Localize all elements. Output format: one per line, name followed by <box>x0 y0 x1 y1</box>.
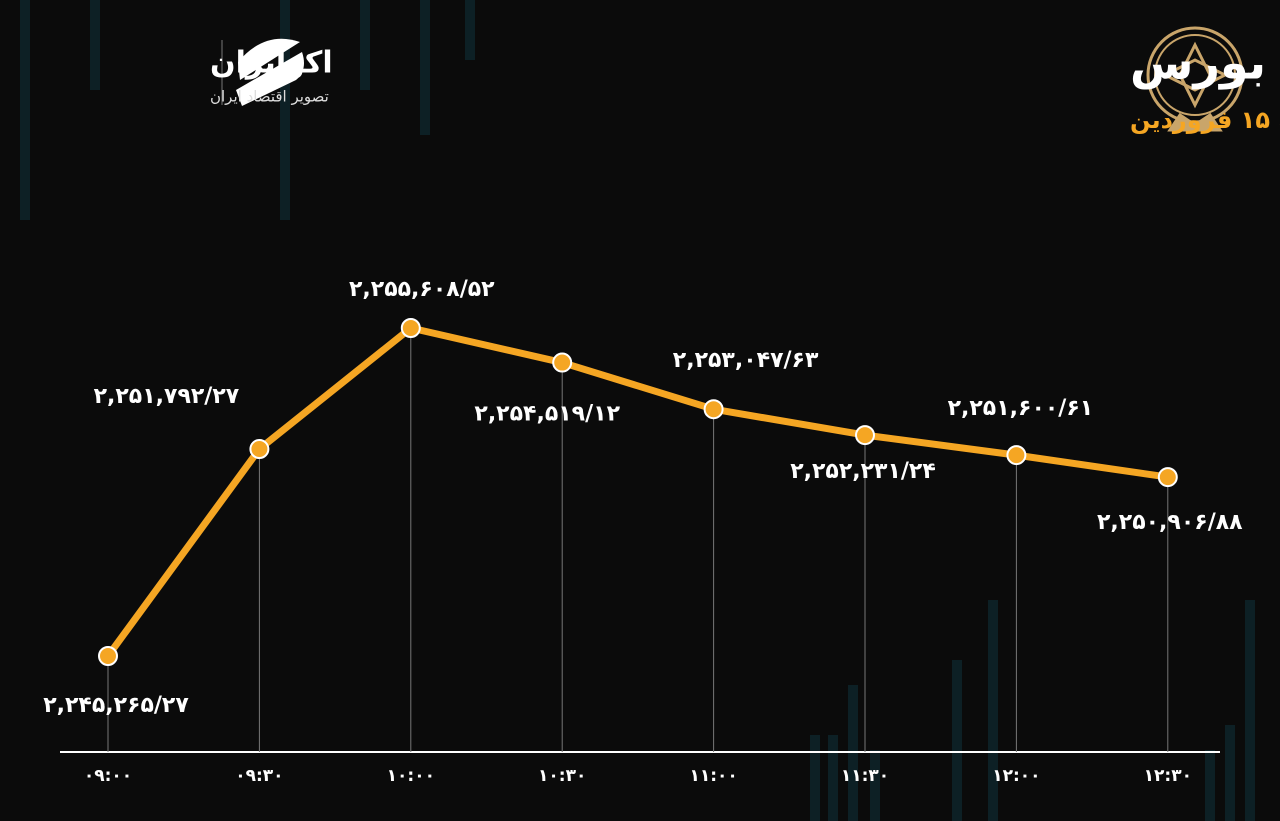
brand-logo <box>236 38 304 106</box>
x-tick-label: ۱۲:۰۰ <box>992 766 1040 786</box>
chart-subtitle: چهارشنبه ۱۵ فروردین <box>1130 106 1280 134</box>
value-label: ۲,۲۵۲,۲۳۱/۲۴ <box>790 459 936 484</box>
x-tick-label: ۱۰:۳۰ <box>538 766 586 786</box>
x-tick-label: ۱۰:۰۰ <box>387 766 435 786</box>
point <box>98 646 118 666</box>
x-tick-label: ۱۱:۰۰ <box>689 766 737 786</box>
brand-name: اکوایران <box>210 46 333 81</box>
x-tick-label: ۱۲:۳۰ <box>1144 766 1192 786</box>
point <box>552 352 573 373</box>
x-tick-label: ۰۹:۳۰ <box>235 766 283 786</box>
value-label: ۲,۲۵۱,۶۰۰/۶۱ <box>948 396 1094 421</box>
x-tick-label: ۰۹:۰۰ <box>84 766 132 786</box>
point <box>1006 445 1027 466</box>
value-label: ۲,۲۵۵,۶۰۸/۵۲ <box>349 277 495 302</box>
value-label: ۲,۲۵۳,۰۴۷/۶۳ <box>673 348 819 373</box>
value-label: ۲,۲۵۰,۹۰۶/۸۸ <box>1097 510 1243 535</box>
value-label: ۲,۲۵۱,۷۹۲/۲۷ <box>94 384 240 409</box>
value-label: ۲,۲۴۵,۲۶۵/۲۷ <box>43 693 189 718</box>
line <box>105 324 1169 659</box>
point <box>249 439 270 460</box>
emblem <box>1146 26 1244 132</box>
point <box>703 399 724 420</box>
chart-title: روند شاخص کل بورس <box>1130 36 1280 90</box>
brand-tagline: تصویر اقتصاد ایران <box>210 88 329 106</box>
point <box>855 425 875 446</box>
point <box>400 318 421 338</box>
x-tick-label: ۱۱:۳۰ <box>841 766 889 786</box>
background-decoration <box>20 0 1255 821</box>
value-label: ۲,۲۵۴,۵۱۹/۱۲ <box>474 402 620 427</box>
point <box>1157 467 1178 488</box>
